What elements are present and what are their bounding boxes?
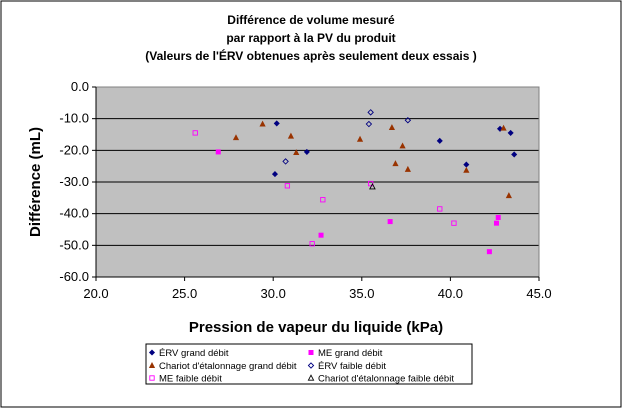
y-tick-label-5: -50.0 bbox=[59, 237, 89, 252]
legend-label-2: Chariot d'étalonnage grand débit bbox=[159, 361, 297, 372]
point-series-2-2 bbox=[287, 132, 295, 139]
point-series-3-0 bbox=[282, 158, 289, 165]
legend-marker-4 bbox=[149, 375, 155, 381]
axes: 0.0 -10.0 -20.0 -30.0 -40.0 -50.0 -60.0 20.0 25.… bbox=[59, 79, 551, 301]
point-series-4-4 bbox=[368, 180, 374, 187]
point-series-0-0 bbox=[273, 120, 280, 127]
point-series-3-1 bbox=[367, 109, 374, 116]
x-tick-label-4: 40.0 bbox=[438, 286, 463, 301]
point-series-1-5 bbox=[486, 249, 492, 255]
y-tick-label-4: -40.0 bbox=[59, 206, 89, 221]
legend-label-1: ME grand débit bbox=[318, 348, 383, 359]
legend-label-5: Chariot d'étalonnage faible débit bbox=[318, 373, 454, 384]
point-series-1-4 bbox=[495, 214, 501, 220]
point-series-1-0 bbox=[215, 149, 221, 155]
point-series-3-2 bbox=[365, 120, 373, 128]
point-series-0-3 bbox=[436, 137, 443, 144]
point-series-2-5 bbox=[388, 124, 396, 131]
x-tick-label-5: 45.0 bbox=[526, 286, 551, 301]
point-series-1-2 bbox=[387, 219, 393, 225]
point-series-2-3 bbox=[293, 149, 300, 156]
legend-marker-5 bbox=[307, 374, 315, 381]
x-axis-title: Pression de vapeur du liquide (kPa) bbox=[189, 319, 443, 336]
legend-marker-2 bbox=[148, 362, 156, 369]
legend-label-3: ÉRV faible débit bbox=[318, 361, 386, 372]
point-series-2-6 bbox=[399, 142, 406, 149]
y-tick-label-1: -10.0 bbox=[59, 111, 89, 126]
y-tick-label-3: -30.0 bbox=[59, 174, 89, 189]
chart-title-line-3: (Valeurs de l'ÉRV obtenues après seuleme… bbox=[145, 48, 476, 63]
x-tick-label-3: 35.0 bbox=[349, 286, 374, 301]
point-series-4-6 bbox=[451, 220, 457, 226]
legend-items: ÉRV grand débit ME grand débit Chariot d'é… bbox=[148, 348, 454, 384]
x-tick-label-1: 25.0 bbox=[172, 286, 197, 301]
point-series-2-7 bbox=[392, 160, 399, 167]
point-series-2-10 bbox=[500, 124, 507, 131]
point-series-0-2 bbox=[303, 148, 310, 155]
point-series-2-1 bbox=[259, 120, 266, 127]
legend-marker-1 bbox=[308, 349, 314, 355]
point-series-3-3 bbox=[404, 117, 412, 124]
point-series-2-11 bbox=[505, 192, 512, 199]
point-series-5-0 bbox=[369, 182, 376, 190]
point-series-1-3 bbox=[493, 220, 499, 226]
y-tick-label-6: -60.0 bbox=[59, 269, 89, 284]
point-series-0-6 bbox=[507, 129, 514, 136]
x-tick-label-2: 30.0 bbox=[261, 286, 286, 301]
y-tick-label-0: 0.0 bbox=[71, 79, 89, 94]
y-axis-title: Différence (mL) bbox=[27, 127, 44, 237]
chart-title-line-2: par rapport à la PV du produit bbox=[226, 31, 395, 45]
legend-label-0: ÉRV grand débit bbox=[159, 348, 229, 359]
data-points bbox=[192, 109, 518, 255]
point-series-4-1 bbox=[284, 183, 291, 189]
y-tick-label-2: -20.0 bbox=[59, 142, 89, 157]
grid-lines bbox=[96, 118, 539, 246]
chart-title-line-1: Différence de volume mesuré bbox=[227, 13, 395, 27]
legend-label-4: ME faible débit bbox=[159, 373, 222, 384]
x-tick-label-0: 20.0 bbox=[83, 286, 108, 301]
point-series-0-1 bbox=[271, 171, 278, 178]
point-series-1-1 bbox=[318, 232, 324, 238]
point-series-0-7 bbox=[511, 151, 518, 158]
legend-marker-3 bbox=[307, 362, 315, 369]
legend-marker-0 bbox=[148, 349, 156, 356]
point-series-2-4 bbox=[356, 135, 364, 142]
point-series-4-5 bbox=[437, 206, 443, 212]
point-series-4-2 bbox=[320, 197, 326, 203]
point-series-2-0 bbox=[232, 134, 240, 141]
point-series-4-3 bbox=[309, 241, 315, 247]
legend: ÉRV grand débit ME grand débit Chariot d'é… bbox=[145, 343, 473, 385]
point-series-2-8 bbox=[404, 165, 411, 172]
point-series-2-9 bbox=[463, 166, 470, 173]
point-series-4-0 bbox=[192, 130, 198, 136]
